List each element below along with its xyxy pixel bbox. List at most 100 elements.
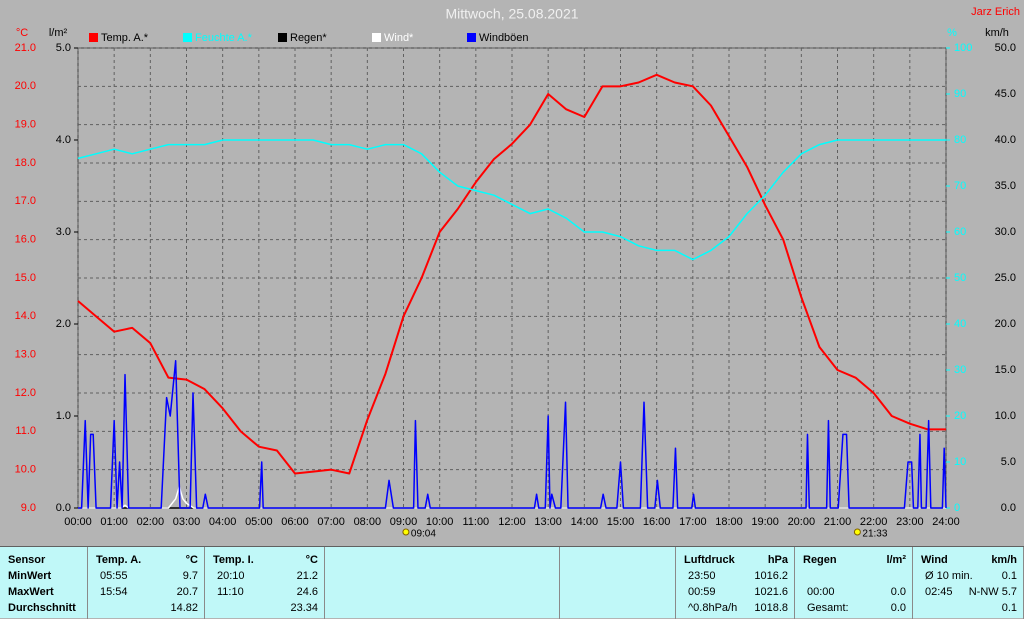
y3-axis-label: % (947, 27, 957, 39)
stats-panel: Regen l/m² 00:00 0.0 Gesamt: 0.0 (795, 547, 913, 619)
x-tick-label: 17:00 (679, 516, 707, 528)
x-tick-label: 00:00 (64, 516, 92, 528)
legend-swatch (89, 33, 98, 42)
series-line (78, 486, 946, 509)
x-tick-label: 01:00 (100, 516, 128, 528)
stat-value: 23.34 (290, 602, 318, 614)
series-line (78, 360, 947, 509)
legend-label: Regen* (290, 32, 327, 44)
stat-label: 00:00 (807, 586, 835, 598)
row-labels: Sensor MinWert MaxWert Durchschnitt (0, 547, 88, 619)
x-tick-label: 10:00 (426, 516, 454, 528)
stats-table: Sensor MinWert MaxWert Durchschnitt Temp. A.… (0, 546, 1024, 619)
y4-tick-label: 0.0 (1001, 502, 1016, 514)
empty-cell (560, 547, 676, 619)
legend-swatch (183, 33, 192, 42)
x-tick-label: 09:00 (390, 516, 418, 528)
y3-tick-label: 60 (954, 226, 966, 238)
panel-title: Wind (921, 554, 948, 566)
row-label: MinWert (8, 570, 52, 582)
stat-value: 1021.6 (754, 586, 788, 598)
y3-tick-label: 30 (954, 364, 966, 376)
y-tick-label: 18.0 (15, 157, 36, 169)
empty-cell (325, 547, 560, 619)
y-tick-label: 10.0 (15, 464, 36, 476)
stat-value: N-NW 5.7 (968, 586, 1017, 598)
y2-tick-label: 4.0 (56, 134, 71, 146)
stat-label: Gesamt: (807, 602, 849, 614)
legend-swatch (278, 33, 287, 42)
stat-label: 20:10 (217, 570, 245, 582)
stat-value: 24.6 (296, 586, 318, 598)
series-line (77, 139, 946, 261)
x-tick-label: 22:00 (860, 516, 888, 528)
y-tick-label: 20.0 (15, 80, 36, 92)
x-tick-label: 14:00 (571, 516, 599, 528)
y4-tick-label: 15.0 (995, 364, 1016, 376)
y4-tick-label: 50.0 (995, 42, 1016, 54)
stat-value: 0.1 (1001, 570, 1017, 582)
stat-value: 0.0 (890, 602, 906, 614)
x-tick-label: 24:00 (932, 516, 960, 528)
stat-value: 1018.8 (754, 602, 788, 614)
y3-tick-label: 10 (954, 456, 966, 468)
stat-value: 0.1 (1001, 602, 1017, 614)
stat-value: 14.82 (170, 602, 198, 614)
y3-tick-label: 50 (954, 272, 966, 284)
x-tick-label: 16:00 (643, 516, 671, 528)
y-tick-label: 19.0 (15, 119, 36, 131)
y4-tick-label: 40.0 (995, 134, 1016, 146)
legend-label: Wind* (384, 32, 414, 44)
panel-title: Regen (803, 554, 837, 566)
y3-tick-label: 70 (954, 180, 966, 192)
panel-unit: l/m² (886, 554, 906, 566)
x-tick-label: 23:00 (896, 516, 924, 528)
stat-label: 05:55 (100, 570, 128, 582)
stats-panel: Temp. I. °C 20:10 21.2 11:10 24.6 23.34 (205, 547, 325, 619)
stat-value: 21.2 (296, 570, 318, 582)
legend-label: Feuchte A.* (195, 32, 253, 44)
stat-value: 0.0 (890, 586, 906, 598)
y-tick-label: 16.0 (15, 234, 36, 246)
x-tick-label: 02:00 (137, 516, 165, 528)
legend-swatch (372, 33, 381, 42)
y3-tick-label: 100 (954, 42, 972, 54)
x-tick-label: 07:00 (317, 516, 345, 528)
x-tick-label: 03:00 (173, 516, 201, 528)
sun-marker (853, 528, 861, 536)
stats-panel: Wind km/h Ø 10 min. 0.1 02:45 N-NW 5.7 0.1 (913, 547, 1024, 619)
y2-tick-label: 0.0 (56, 502, 71, 514)
y-tick-label: 12.0 (15, 387, 36, 399)
sun-marker (402, 528, 410, 536)
series-line (77, 73, 946, 475)
annotation: 21:33 (862, 529, 887, 540)
y2-tick-label: 2.0 (56, 318, 71, 330)
legend-label: Temp. A.* (101, 32, 149, 44)
y-axis-label: °C (16, 27, 28, 39)
y4-tick-label: 20.0 (995, 318, 1016, 330)
x-tick-label: 08:00 (354, 516, 382, 528)
stat-label: 00:59 (688, 586, 716, 598)
y3-tick-label: 90 (954, 88, 966, 100)
x-tick-label: 05:00 (245, 516, 273, 528)
y3-tick-label: 0 (954, 502, 960, 514)
stats-panel: Temp. A. °C 05:55 9.7 15:54 20.7 14.82 (88, 547, 205, 619)
row-label: MaxWert (8, 586, 54, 598)
y2-axis-label: l/m² (49, 27, 68, 39)
stat-label: 15:54 (100, 586, 128, 598)
x-tick-label: 12:00 (498, 516, 526, 528)
y-tick-label: 11.0 (15, 425, 36, 437)
x-tick-label: 18:00 (715, 516, 743, 528)
author: Jarz Erich (971, 6, 1020, 18)
y4-tick-label: 5.0 (1001, 456, 1016, 468)
stat-label: ^0.8hPa/h (688, 602, 738, 614)
x-tick-label: 19:00 (751, 516, 779, 528)
y4-tick-label: 10.0 (995, 410, 1016, 422)
annotation: 09:04 (411, 529, 436, 540)
panel-title: Temp. A. (96, 554, 142, 566)
y-tick-label: 9.0 (21, 502, 36, 514)
x-tick-label: 06:00 (281, 516, 309, 528)
stat-label: 11:10 (217, 586, 244, 598)
panel-unit: hPa (767, 554, 788, 566)
